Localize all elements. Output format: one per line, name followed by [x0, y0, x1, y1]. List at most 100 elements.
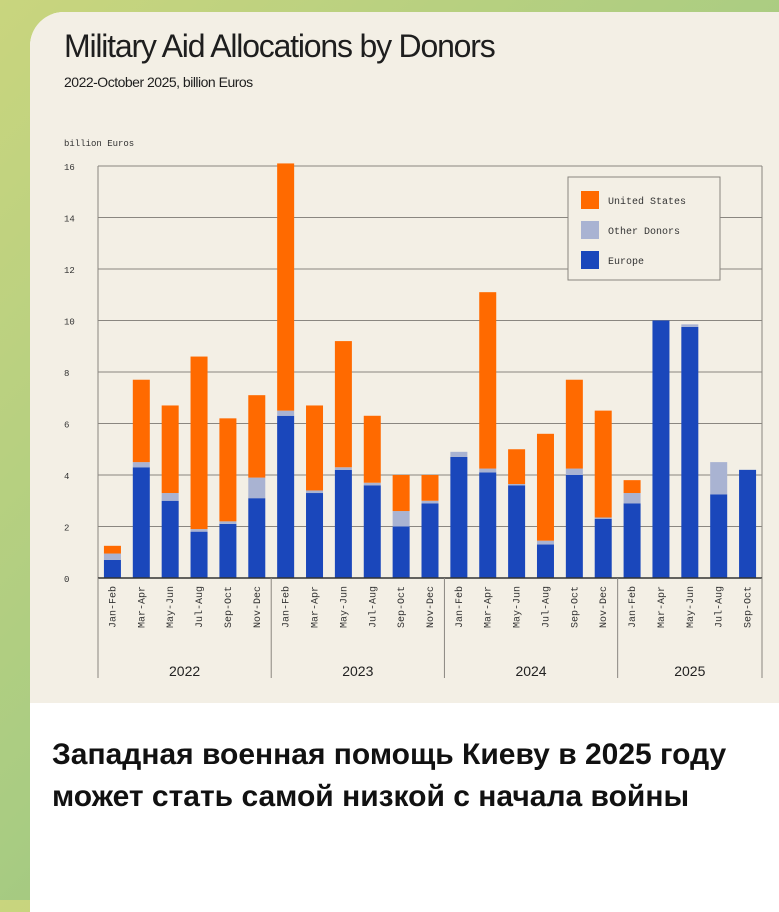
- legend-label: Europe: [608, 257, 644, 268]
- bar-segment-europe: [103, 559, 121, 578]
- y-tick-label: 6: [64, 421, 69, 431]
- year-label: 2024: [515, 663, 546, 679]
- bar-segment-united-states: [363, 415, 381, 483]
- bar-segment-other-donors: [306, 490, 324, 494]
- bar-segment-united-states: [594, 410, 612, 518]
- y-tick-label: 16: [64, 163, 75, 173]
- x-tick-label: Jul-Aug: [367, 586, 379, 628]
- bar-segment-united-states: [508, 449, 526, 485]
- chart-title: Military Aid Allocations by Donors: [64, 28, 496, 64]
- message-bubble: Military Aid Allocations by Donors 2022-…: [30, 12, 779, 912]
- bar-segment-europe: [479, 472, 497, 578]
- year-label: 2025: [674, 663, 705, 679]
- x-tick-label: Jul-Aug: [540, 586, 552, 628]
- bar-segment-other-donors: [103, 553, 121, 560]
- bar-segment-europe: [594, 518, 612, 578]
- bar-segment-other-donors: [623, 493, 641, 504]
- y-axis-label: billion Euros: [64, 139, 134, 149]
- x-tick-label: May-Jun: [686, 586, 697, 628]
- bar-segment-united-states: [219, 418, 237, 522]
- bar-segment-other-donors: [363, 482, 381, 486]
- bar-segment-other-donors: [565, 468, 583, 475]
- bar-segment-other-donors: [479, 468, 497, 473]
- bar-segment-united-states: [421, 475, 439, 501]
- bar-segment-other-donors: [450, 451, 468, 457]
- x-tick-label: Jan-Feb: [281, 586, 293, 628]
- bar-segment-europe: [277, 415, 295, 578]
- legend-label: Other Donors: [608, 226, 680, 238]
- y-tick-label: 4: [64, 472, 69, 482]
- bar-segment-europe: [450, 456, 468, 578]
- bar-segment-united-states: [103, 545, 121, 554]
- x-tick-label: Sep-Oct: [397, 586, 408, 628]
- x-tick-label: Mar-Apr: [311, 586, 322, 628]
- x-tick-label: Sep-Oct: [744, 586, 755, 628]
- x-tick-label: Sep-Oct: [224, 586, 235, 628]
- x-tick-label: Mar-Apr: [657, 586, 668, 628]
- legend-swatch: [581, 191, 599, 209]
- bar-segment-other-donors: [508, 484, 526, 486]
- x-tick-label: Nov-Dec: [426, 586, 437, 628]
- bar-segment-other-donors: [219, 521, 237, 524]
- year-label: 2023: [342, 663, 373, 679]
- bar-segment-other-donors: [594, 517, 612, 519]
- x-tick-label: Mar-Apr: [484, 586, 495, 628]
- legend-label: United States: [608, 196, 686, 208]
- bar-segment-europe: [421, 503, 439, 578]
- bar-segment-other-donors: [190, 529, 208, 532]
- x-tick-label: Jan-Feb: [454, 586, 466, 628]
- x-tick-label: Jan-Feb: [627, 586, 639, 628]
- bar-segment-europe: [623, 503, 641, 578]
- bar-segment-europe: [190, 531, 208, 578]
- bar-segment-europe: [219, 523, 237, 578]
- x-tick-label: Nov-Dec: [599, 586, 610, 628]
- bar-segment-other-donors: [421, 500, 439, 504]
- legend-swatch: [581, 251, 599, 269]
- y-tick-label: 0: [64, 575, 69, 585]
- y-tick-label: 14: [64, 215, 75, 225]
- bar-segment-other-donors: [161, 493, 179, 501]
- bar-segment-other-donors: [248, 477, 266, 499]
- x-tick-label: Sep-Oct: [570, 586, 581, 628]
- chart-image[interactable]: Military Aid Allocations by Donors 2022-…: [30, 12, 779, 703]
- x-tick-label: May-Jun: [339, 586, 350, 628]
- bar-segment-other-donors: [132, 462, 150, 468]
- x-tick-label: Jul-Aug: [714, 586, 726, 628]
- bar-segment-europe: [161, 500, 179, 578]
- bar-segment-europe: [652, 320, 670, 578]
- x-tick-label: Nov-Dec: [253, 586, 264, 628]
- message-caption: Западная военная помощь Киеву в 2025 год…: [52, 738, 727, 813]
- bar-segment-united-states: [161, 405, 179, 494]
- x-tick-label: May-Jun: [166, 586, 177, 628]
- bar-segment-other-donors: [710, 462, 728, 495]
- y-tick-label: 10: [64, 318, 75, 328]
- x-tick-label: Mar-Apr: [137, 586, 148, 628]
- bar-segment-europe: [710, 494, 728, 578]
- bar-segment-united-states: [190, 356, 208, 530]
- bar-segment-europe: [565, 475, 583, 578]
- bar-segment-europe: [392, 526, 410, 578]
- y-tick-label: 8: [64, 369, 69, 379]
- bar-segment-other-donors: [277, 410, 295, 416]
- bar-segment-europe: [132, 467, 150, 578]
- bar-segment-united-states: [623, 480, 641, 494]
- bar-segment-united-states: [565, 379, 583, 469]
- bar-segment-other-donors: [392, 511, 410, 527]
- x-tick-label: Jan-Feb: [107, 586, 119, 628]
- bar-segment-united-states: [277, 163, 295, 411]
- bar-segment-europe: [248, 498, 266, 578]
- bar-segment-europe: [508, 485, 526, 578]
- x-tick-label: Jul-Aug: [194, 586, 206, 628]
- y-tick-label: 12: [64, 266, 75, 276]
- bar-segment-europe: [739, 469, 757, 578]
- bar-segment-europe: [334, 469, 352, 578]
- bar-segment-united-states: [334, 341, 352, 468]
- year-label: 2022: [169, 663, 200, 679]
- bar-chart: billion Euros 0 2 4 6 8 10 12 14 16 Jan-Feb Mar-Apr…: [64, 139, 763, 679]
- bar-segment-europe: [536, 544, 554, 578]
- bar-segment-other-donors: [536, 540, 554, 545]
- bar-segment-united-states: [392, 475, 410, 512]
- y-tick-label: 2: [64, 524, 69, 534]
- bar-segment-other-donors: [681, 324, 699, 327]
- bar-segment-united-states: [479, 292, 497, 469]
